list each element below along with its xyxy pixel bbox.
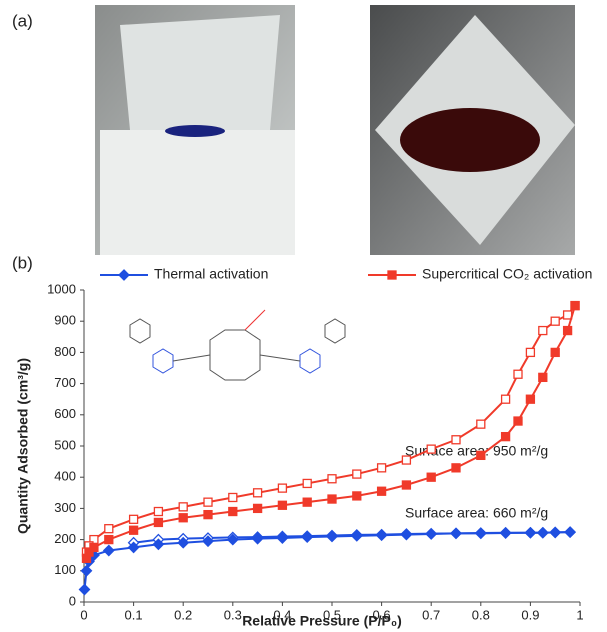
x-tick-label: 0.3	[224, 607, 242, 622]
annotation: Surface area: 660 m²/g	[405, 505, 548, 521]
y-tick-label: 900	[54, 313, 76, 328]
marker	[502, 433, 510, 441]
marker	[525, 528, 535, 538]
x-tick-label: 0.7	[422, 607, 440, 622]
marker	[377, 530, 387, 540]
y-tick-label: 200	[54, 531, 76, 546]
marker	[571, 302, 579, 310]
marker	[539, 327, 547, 335]
panel-label: (a)	[12, 11, 33, 30]
x-tick-label: 1	[576, 607, 583, 622]
y-tick-label: 300	[54, 500, 76, 515]
marker	[477, 451, 485, 459]
y-tick-label: 400	[54, 469, 76, 484]
marker	[538, 528, 548, 538]
marker	[90, 543, 98, 551]
marker	[328, 475, 336, 483]
marker	[303, 479, 311, 487]
y-tick-label: 100	[54, 562, 76, 577]
marker	[328, 495, 336, 503]
marker	[502, 395, 510, 403]
photo-supercritical	[370, 5, 575, 255]
marker	[514, 417, 522, 425]
marker	[565, 527, 575, 537]
marker	[427, 445, 435, 453]
marker	[79, 585, 89, 595]
marker	[451, 528, 461, 538]
marker	[501, 528, 511, 538]
y-tick-label: 800	[54, 344, 76, 359]
marker	[426, 529, 436, 539]
marker	[179, 514, 187, 522]
marker	[402, 456, 410, 464]
marker	[477, 420, 485, 428]
marker	[154, 518, 162, 526]
marker	[104, 546, 114, 556]
legend-label: Thermal activation	[154, 266, 268, 282]
marker	[353, 470, 361, 478]
legend-marker	[119, 270, 129, 280]
marker	[130, 515, 138, 523]
marker	[526, 348, 534, 356]
figure: (a) (b) 0 100 200 300 400 500 600 700 800 900 1000…	[0, 0, 607, 632]
marker	[327, 531, 337, 541]
marker	[452, 436, 460, 444]
marker	[229, 508, 237, 516]
marker	[427, 473, 435, 481]
y-tick-label: 1000	[47, 281, 76, 296]
marker	[401, 530, 411, 540]
marker	[514, 370, 522, 378]
marker	[539, 373, 547, 381]
marker	[551, 348, 559, 356]
x-axis-label: Relative Pressure (P/P₀)	[242, 613, 402, 629]
marker	[81, 566, 91, 576]
marker	[551, 317, 559, 325]
y-axis-label: Quantity Adsorbed (cm³/g)	[15, 358, 31, 534]
x-tick-label: 0.9	[521, 607, 539, 622]
marker	[378, 487, 386, 495]
marker	[378, 464, 386, 472]
panel-label: (b)	[12, 253, 33, 272]
y-tick-label: 700	[54, 375, 76, 390]
x-tick-label: 0	[80, 607, 87, 622]
marker	[278, 501, 286, 509]
marker	[302, 532, 312, 542]
marker	[452, 464, 460, 472]
y-tick-label: 0	[69, 593, 76, 608]
marker	[254, 489, 262, 497]
legend-label: Supercritical CO₂ activation	[422, 266, 592, 282]
marker	[550, 527, 560, 537]
marker	[130, 526, 138, 534]
marker	[154, 508, 162, 516]
molecule-structure	[130, 310, 345, 380]
x-tick-label: 0.1	[125, 607, 143, 622]
y-tick-label: 500	[54, 437, 76, 452]
marker	[204, 498, 212, 506]
marker	[476, 528, 486, 538]
marker	[204, 511, 212, 519]
marker	[353, 492, 361, 500]
marker	[303, 498, 311, 506]
marker	[254, 504, 262, 512]
marker	[105, 525, 113, 533]
photo-thermal	[95, 5, 295, 255]
marker	[402, 481, 410, 489]
marker	[564, 327, 572, 335]
x-tick-label: 0.8	[472, 607, 490, 622]
marker	[352, 531, 362, 541]
marker	[526, 395, 534, 403]
marker	[179, 503, 187, 511]
marker	[229, 493, 237, 501]
marker	[278, 484, 286, 492]
x-tick-label: 0.2	[174, 607, 192, 622]
y-tick-label: 600	[54, 406, 76, 421]
legend-marker	[388, 271, 396, 279]
marker	[105, 536, 113, 544]
